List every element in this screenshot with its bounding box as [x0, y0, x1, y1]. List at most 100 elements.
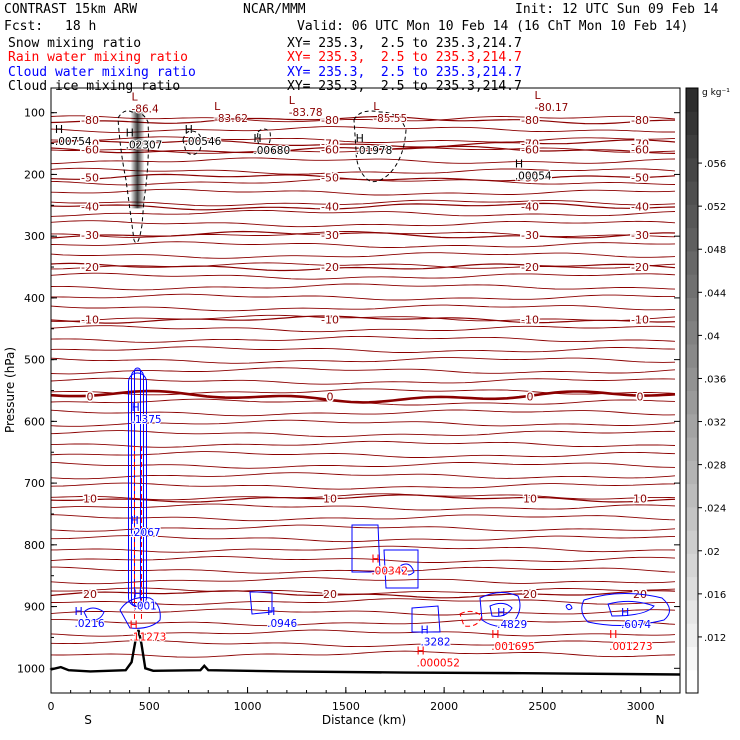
y-tick-label: 100 — [24, 107, 45, 120]
extremum-value: .00680 — [253, 145, 290, 157]
extremum-value: .0216 — [75, 618, 105, 630]
isotherm-20 — [50, 590, 676, 599]
colorbar-swatch — [686, 320, 698, 345]
isotherm-line — [51, 619, 676, 627]
rain-contour — [133, 446, 142, 619]
isotherm-label: -70 — [631, 138, 649, 151]
colorbar-swatch — [686, 530, 698, 554]
isotherm-0 — [50, 389, 676, 404]
isotherm--50 — [50, 173, 676, 182]
extremum-marker: H — [609, 628, 617, 641]
extremum-marker: H — [55, 123, 63, 136]
colorbar-tick-label: .02 — [704, 547, 720, 558]
isotherm--60 — [50, 145, 676, 154]
extremum-value: .02307 — [126, 140, 163, 152]
isotherm-label: -30 — [521, 229, 539, 242]
isotherm-line — [50, 367, 676, 375]
cloud-water-contour — [351, 524, 419, 589]
isotherm-line — [50, 419, 676, 427]
colorbar-swatch — [686, 134, 698, 159]
isotherm-line — [50, 640, 676, 648]
isotherm-label: 0 — [637, 391, 644, 404]
isotherm-label: 0 — [527, 391, 534, 404]
colorbar-swatch — [686, 181, 698, 205]
extremum-marker: H — [497, 606, 505, 619]
colorbar-swatch — [686, 437, 698, 461]
isotherm-line — [50, 472, 676, 480]
isotherm-line — [50, 115, 676, 123]
cloud-ice-contour — [353, 110, 407, 183]
isotherm-label: -40 — [521, 201, 539, 214]
isotherm-label: 0 — [327, 391, 334, 404]
isotherm-label: 10 — [323, 493, 337, 506]
isotherm-label: 20 — [83, 588, 97, 601]
isotherm-line — [50, 503, 676, 511]
field-name-cloudwater: Cloud water mixing ratio — [8, 65, 196, 80]
isotherm-label: -10 — [81, 314, 99, 327]
field-xy-rain: XY= 235.3, 2.5 to 235.3,214.7 — [287, 50, 522, 65]
colorbar-swatch — [686, 669, 698, 694]
isotherm-line — [50, 377, 676, 385]
isotherm-label: -10 — [321, 314, 339, 327]
colorbar-tick-label: .036 — [704, 374, 726, 385]
isotherm-line — [50, 272, 676, 280]
isotherm-line — [51, 262, 676, 270]
field-name-snow: Snow mixing ratio — [8, 36, 142, 51]
colorbar-swatch — [686, 157, 698, 182]
isotherm-label: -10 — [521, 314, 539, 327]
extremum-marker: H — [131, 514, 139, 527]
cloud-ice-contour — [257, 128, 271, 151]
y-tick-label: 800 — [24, 539, 45, 552]
init-time: Init: 12 UTC Sun 09 Feb 14 — [515, 2, 719, 17]
colorbar-tick-label: .052 — [704, 202, 726, 213]
y-tick-label: 700 — [24, 477, 45, 490]
y-axis-label: Pressure (hPa) — [3, 347, 17, 433]
isotherm-label: -60 — [321, 144, 339, 157]
isotherm-line — [50, 126, 675, 133]
extremum-marker: H — [371, 552, 379, 565]
isotherm-label: -30 — [321, 229, 339, 242]
colorbar-tick-label: .024 — [704, 504, 726, 515]
y-tick-label: 200 — [24, 168, 45, 181]
colorbar-swatch — [686, 623, 698, 647]
isotherm-label: -30 — [631, 229, 649, 242]
x-tick-label: 2000 — [430, 700, 458, 713]
isotherm-line — [50, 514, 676, 522]
cloud-ice-contour — [117, 110, 149, 244]
isotherm--80 — [50, 115, 675, 125]
isotherm-label: -20 — [521, 261, 539, 274]
colorbar-frame — [685, 87, 699, 694]
extremum-marker: H — [420, 623, 428, 636]
field-name-rain: Rain water mixing ratio — [8, 50, 189, 65]
isotherm--10 — [50, 315, 676, 324]
extremum-marker: L — [373, 100, 380, 113]
isotherm-label: -70 — [521, 138, 539, 151]
isotherm--20 — [50, 262, 676, 272]
isotherm-line — [50, 451, 676, 458]
isotherm-line — [50, 335, 676, 343]
extremum-marker: H — [253, 132, 261, 145]
colorbar-tick-label: .044 — [704, 288, 726, 299]
isotherm-label: -60 — [631, 144, 649, 157]
colorbar-swatch — [686, 553, 698, 578]
isotherm-line — [50, 167, 676, 175]
isotherm-line — [51, 566, 676, 574]
isotherm-line — [50, 325, 676, 333]
isotherm-line — [51, 293, 675, 301]
extremum-value: .00342 — [371, 565, 408, 577]
direction-north: N — [656, 713, 665, 727]
colorbar-swatch — [686, 250, 698, 275]
y-tick-label: 1000 — [17, 662, 45, 675]
colorbar-swatch — [686, 343, 698, 368]
extremum-marker: H — [267, 605, 275, 618]
snow-shading — [130, 111, 145, 209]
field-name-cloudice: Cloud ice mixing ratio — [8, 79, 181, 94]
x-tick-label: 1500 — [332, 700, 360, 713]
colorbar-tick-label: .032 — [704, 418, 726, 429]
extremum-marker: H — [75, 605, 83, 618]
x-axis-label: Distance (km) — [322, 713, 406, 727]
isotherm-line — [50, 409, 676, 417]
colorbar-swatch — [686, 646, 698, 671]
colorbar-swatch — [686, 413, 698, 438]
extremum-marker: H — [130, 619, 138, 632]
